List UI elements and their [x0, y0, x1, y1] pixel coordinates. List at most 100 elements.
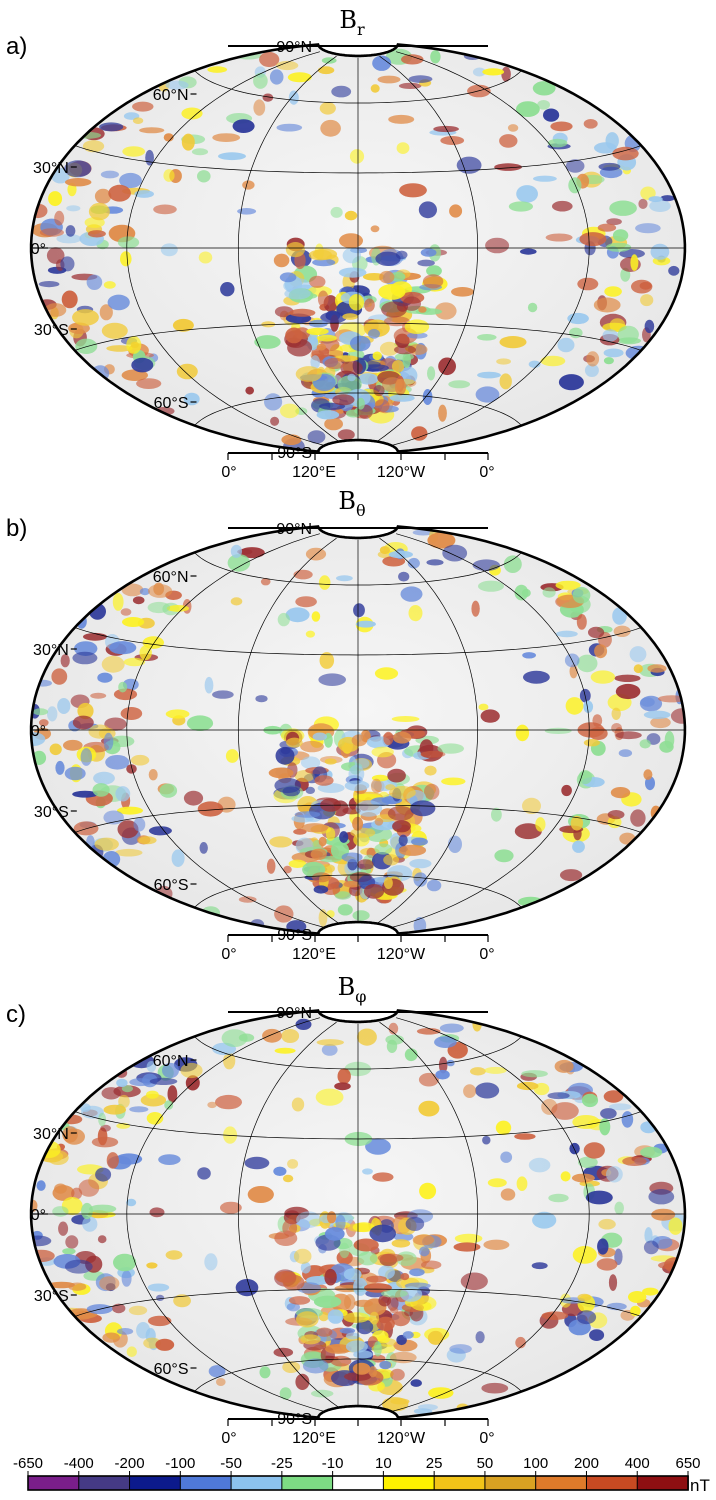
meridian-line: [237, 537, 340, 924]
colorbar-swatch: [535, 1475, 588, 1491]
colorbar-tick-label: -200: [115, 1455, 145, 1472]
map-frame: 90°N60°N30°N0°30°S60°S90°S0° 120°E 120°W 0°: [29, 39, 687, 481]
colorbar-swatch: [332, 1475, 385, 1491]
map-outline: [29, 1009, 687, 1419]
colorbar-swatch: [433, 1475, 486, 1491]
meridian-line: [391, 1017, 590, 1412]
colorbar-border: [27, 1475, 689, 1491]
latitude-label: 30°S: [34, 1288, 69, 1305]
latitude-label: 30°S: [34, 322, 69, 339]
longitude-label: 120°E: [292, 464, 336, 481]
meridian-line: [391, 533, 590, 928]
colorbar-ticks: -650 -400 -200 -100 -50 -25 -10 10 25 50 100 200 400…: [13, 1455, 701, 1476]
latitude-label: 90°N: [276, 521, 312, 538]
latitude-label: 0°: [31, 241, 46, 258]
panel-letter: b): [6, 515, 27, 542]
longitude-label: 120°W: [377, 1430, 426, 1447]
colorbar-swatch: [129, 1475, 182, 1491]
meridian-line: [376, 537, 479, 924]
map-outline: [29, 43, 687, 453]
graticule: [31, 1017, 685, 1412]
colorbar-tick-label: -25: [271, 1455, 293, 1472]
panel-a: Br a) 90°N60°N30°N0°30°S60°S90°S0° 120°E 1…: [6, 6, 687, 481]
colorbar-unit: nT: [690, 1476, 710, 1495]
latitude-label: 90°N: [276, 39, 312, 56]
panel-letter: a): [6, 33, 27, 60]
latitude-label: 60°S: [154, 877, 189, 894]
latitude-label: 30°N: [33, 160, 69, 177]
colorbar-tick-label: 650: [675, 1455, 700, 1472]
title-main: B: [338, 973, 356, 1001]
colorbar-tick-label: 25: [426, 1455, 443, 1472]
latitude-label: 60°N: [153, 569, 189, 586]
colorbar-swatch: [27, 1475, 80, 1491]
colorbar-tick-label: -50: [220, 1455, 242, 1472]
title-sub: r: [357, 20, 365, 39]
map-frame: 90°N60°N30°N0°30°S60°S90°S0° 120°E 120°W 0°: [29, 521, 687, 963]
longitude-label: 0°: [479, 1430, 494, 1447]
colorbar-swatch: [585, 1475, 639, 1491]
longitude-label: 120°W: [377, 946, 426, 963]
colorbar-swatch: [179, 1475, 232, 1491]
title-main: B: [339, 6, 357, 34]
latitude-label: 30°N: [33, 642, 69, 659]
meridian-line: [376, 55, 479, 442]
colorbar-swatch: [484, 1475, 537, 1491]
latitude-label: 60°N: [153, 87, 189, 104]
latitude-label: 30°S: [34, 804, 69, 821]
graticule: [31, 533, 685, 928]
colorbar-tick-label: -10: [322, 1455, 344, 1472]
colorbar-tick-label: -400: [64, 1455, 94, 1472]
longitude-label: 0°: [479, 946, 494, 963]
longitude-label: 0°: [221, 946, 236, 963]
colorbar-swatch: [230, 1475, 283, 1491]
panel-letter: c): [6, 1001, 26, 1028]
latitude-label: 0°: [31, 723, 46, 740]
panel-title: Br: [339, 6, 365, 39]
title-sub: θ: [356, 501, 366, 520]
meridian-line: [126, 51, 325, 446]
colorbar-tick-label: 200: [574, 1455, 599, 1472]
latitude-label: 60°S: [154, 395, 189, 412]
colorbar-tick-label: -100: [165, 1455, 195, 1472]
colorbar-swatch: [281, 1475, 334, 1491]
longitude-label: 120°W: [377, 464, 426, 481]
colorbar-swatch: [78, 1475, 131, 1491]
colorbar-tick-label: -650: [13, 1455, 43, 1472]
longitude-label: 0°: [221, 1430, 236, 1447]
colorbar: -650 -400 -200 -100 -50 -25 -10 10 25 50 100 200 400…: [13, 1455, 710, 1495]
colorbar-tick-label: 50: [477, 1455, 494, 1472]
colorbar-swatch: [636, 1475, 689, 1491]
meridian-line: [126, 1017, 325, 1412]
meridian-line: [376, 1021, 479, 1408]
latitude-label: 0°: [31, 1207, 46, 1224]
title-sub: φ: [355, 987, 366, 1006]
meridian-line: [391, 51, 590, 446]
field-texture: [31, 1016, 685, 1415]
longitude-label: 120°E: [292, 946, 336, 963]
field-texture: [31, 48, 680, 452]
map-frame: 90°N60°N30°N0°30°S60°S90°S0° 120°E 120°W 0°: [29, 1005, 687, 1447]
longitude-label: 0°: [221, 464, 236, 481]
meridian-line: [237, 1021, 340, 1408]
panel-title: Bφ: [338, 973, 367, 1006]
colorbar-swatch: [382, 1475, 435, 1491]
title-main: B: [338, 487, 356, 515]
panel-c: Bφ c) 90°N60°N30°N0°30°S60°S90°S0° 120°E 1…: [6, 973, 687, 1447]
colorbar-tick-label: 10: [375, 1455, 392, 1472]
meridian-line: [237, 55, 340, 442]
graticule: [31, 51, 685, 446]
colorbar-tick-label: 100: [523, 1455, 548, 1472]
latitude-label: 90°N: [276, 1005, 312, 1022]
meridian-line: [126, 533, 325, 928]
longitude-label: 120°E: [292, 1430, 336, 1447]
panel-b: Bθ b) 90°N60°N30°N0°30°S60°S90°S0° 120°E 1…: [6, 487, 687, 963]
panel-title: Bθ: [338, 487, 365, 520]
latitude-label: 60°N: [153, 1053, 189, 1070]
latitude-label: 60°S: [154, 1361, 189, 1378]
colorbar-swatches: [27, 1475, 689, 1491]
latitude-label: 30°N: [33, 1126, 69, 1143]
longitude-label: 0°: [479, 464, 494, 481]
map-outline: [29, 525, 687, 935]
